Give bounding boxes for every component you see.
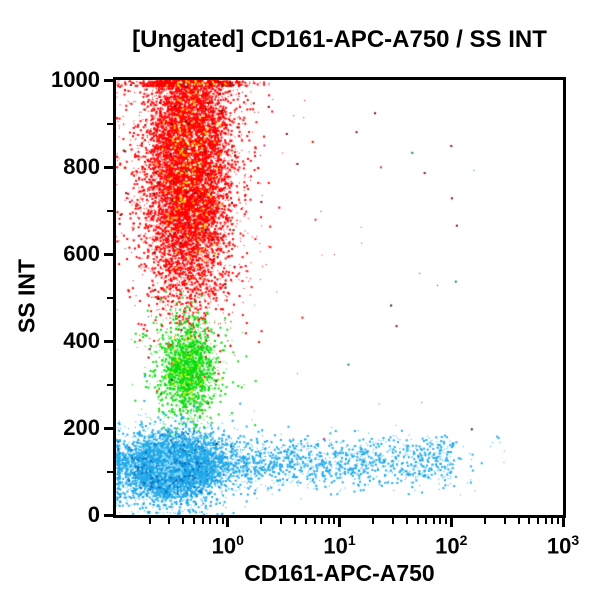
x-minor-tick [313, 518, 316, 524]
y-minor-tick [107, 296, 113, 299]
x-minor-tick [182, 518, 185, 524]
x-minor-tick [327, 518, 330, 524]
x-major-tick [226, 518, 230, 527]
x-minor-tick [439, 518, 442, 524]
y-minor-tick [107, 383, 113, 386]
x-minor-tick [321, 518, 324, 524]
y-minor-tick [107, 470, 113, 473]
y-axis-label: SS INT [13, 258, 40, 334]
x-tick-label: 100 [211, 532, 244, 559]
x-minor-tick [445, 518, 448, 524]
x-minor-tick [405, 518, 408, 524]
y-major-tick [104, 165, 113, 169]
y-tick-label: 400 [63, 328, 100, 353]
chart-title: [Ungated] CD161-APC-A750 / SS INT [132, 26, 547, 53]
x-minor-tick [221, 518, 224, 524]
x-minor-tick [294, 518, 297, 524]
y-major-tick [104, 513, 113, 517]
x-minor-tick [432, 518, 435, 524]
x-minor-tick [215, 518, 218, 524]
y-major-tick [104, 339, 113, 343]
y-tick-label: 600 [63, 241, 100, 266]
x-tick-label: 101 [323, 532, 356, 559]
y-minor-tick [107, 209, 113, 212]
x-minor-tick [193, 518, 196, 524]
y-tick-label: 800 [63, 154, 100, 179]
x-minor-tick [148, 518, 151, 524]
x-minor-tick [544, 518, 547, 524]
y-major-tick [104, 78, 113, 82]
x-minor-tick [556, 518, 559, 524]
y-tick-label: 1000 [51, 67, 100, 92]
x-minor-tick [551, 518, 554, 524]
x-tick-label: 102 [435, 532, 468, 559]
x-minor-tick [537, 518, 540, 524]
x-minor-tick [517, 518, 520, 524]
x-major-tick [338, 518, 341, 527]
x-minor-tick [391, 518, 394, 524]
x-axis-label: CD161-APC-A750 [244, 560, 435, 586]
x-minor-tick [304, 518, 307, 524]
x-minor-tick [280, 518, 283, 524]
x-minor-tick [333, 518, 336, 524]
x-minor-tick [483, 518, 486, 524]
x-minor-tick [201, 518, 204, 524]
x-minor-tick [503, 518, 506, 524]
scatter-dots-canvas [116, 80, 563, 515]
y-major-tick [104, 252, 113, 256]
y-tick-label: 200 [63, 415, 100, 440]
y-tick-label: 0 [87, 502, 100, 527]
x-minor-tick [372, 518, 375, 524]
x-minor-tick [209, 518, 212, 524]
x-tick-label: 103 [546, 532, 580, 559]
x-minor-tick [528, 518, 531, 524]
y-minor-tick [107, 122, 113, 125]
x-major-tick [561, 518, 565, 527]
x-major-tick [449, 518, 453, 527]
x-minor-tick [416, 518, 419, 524]
y-major-tick [104, 426, 113, 430]
x-minor-tick [260, 518, 263, 524]
x-minor-tick [425, 518, 428, 524]
x-minor-tick [168, 518, 171, 524]
